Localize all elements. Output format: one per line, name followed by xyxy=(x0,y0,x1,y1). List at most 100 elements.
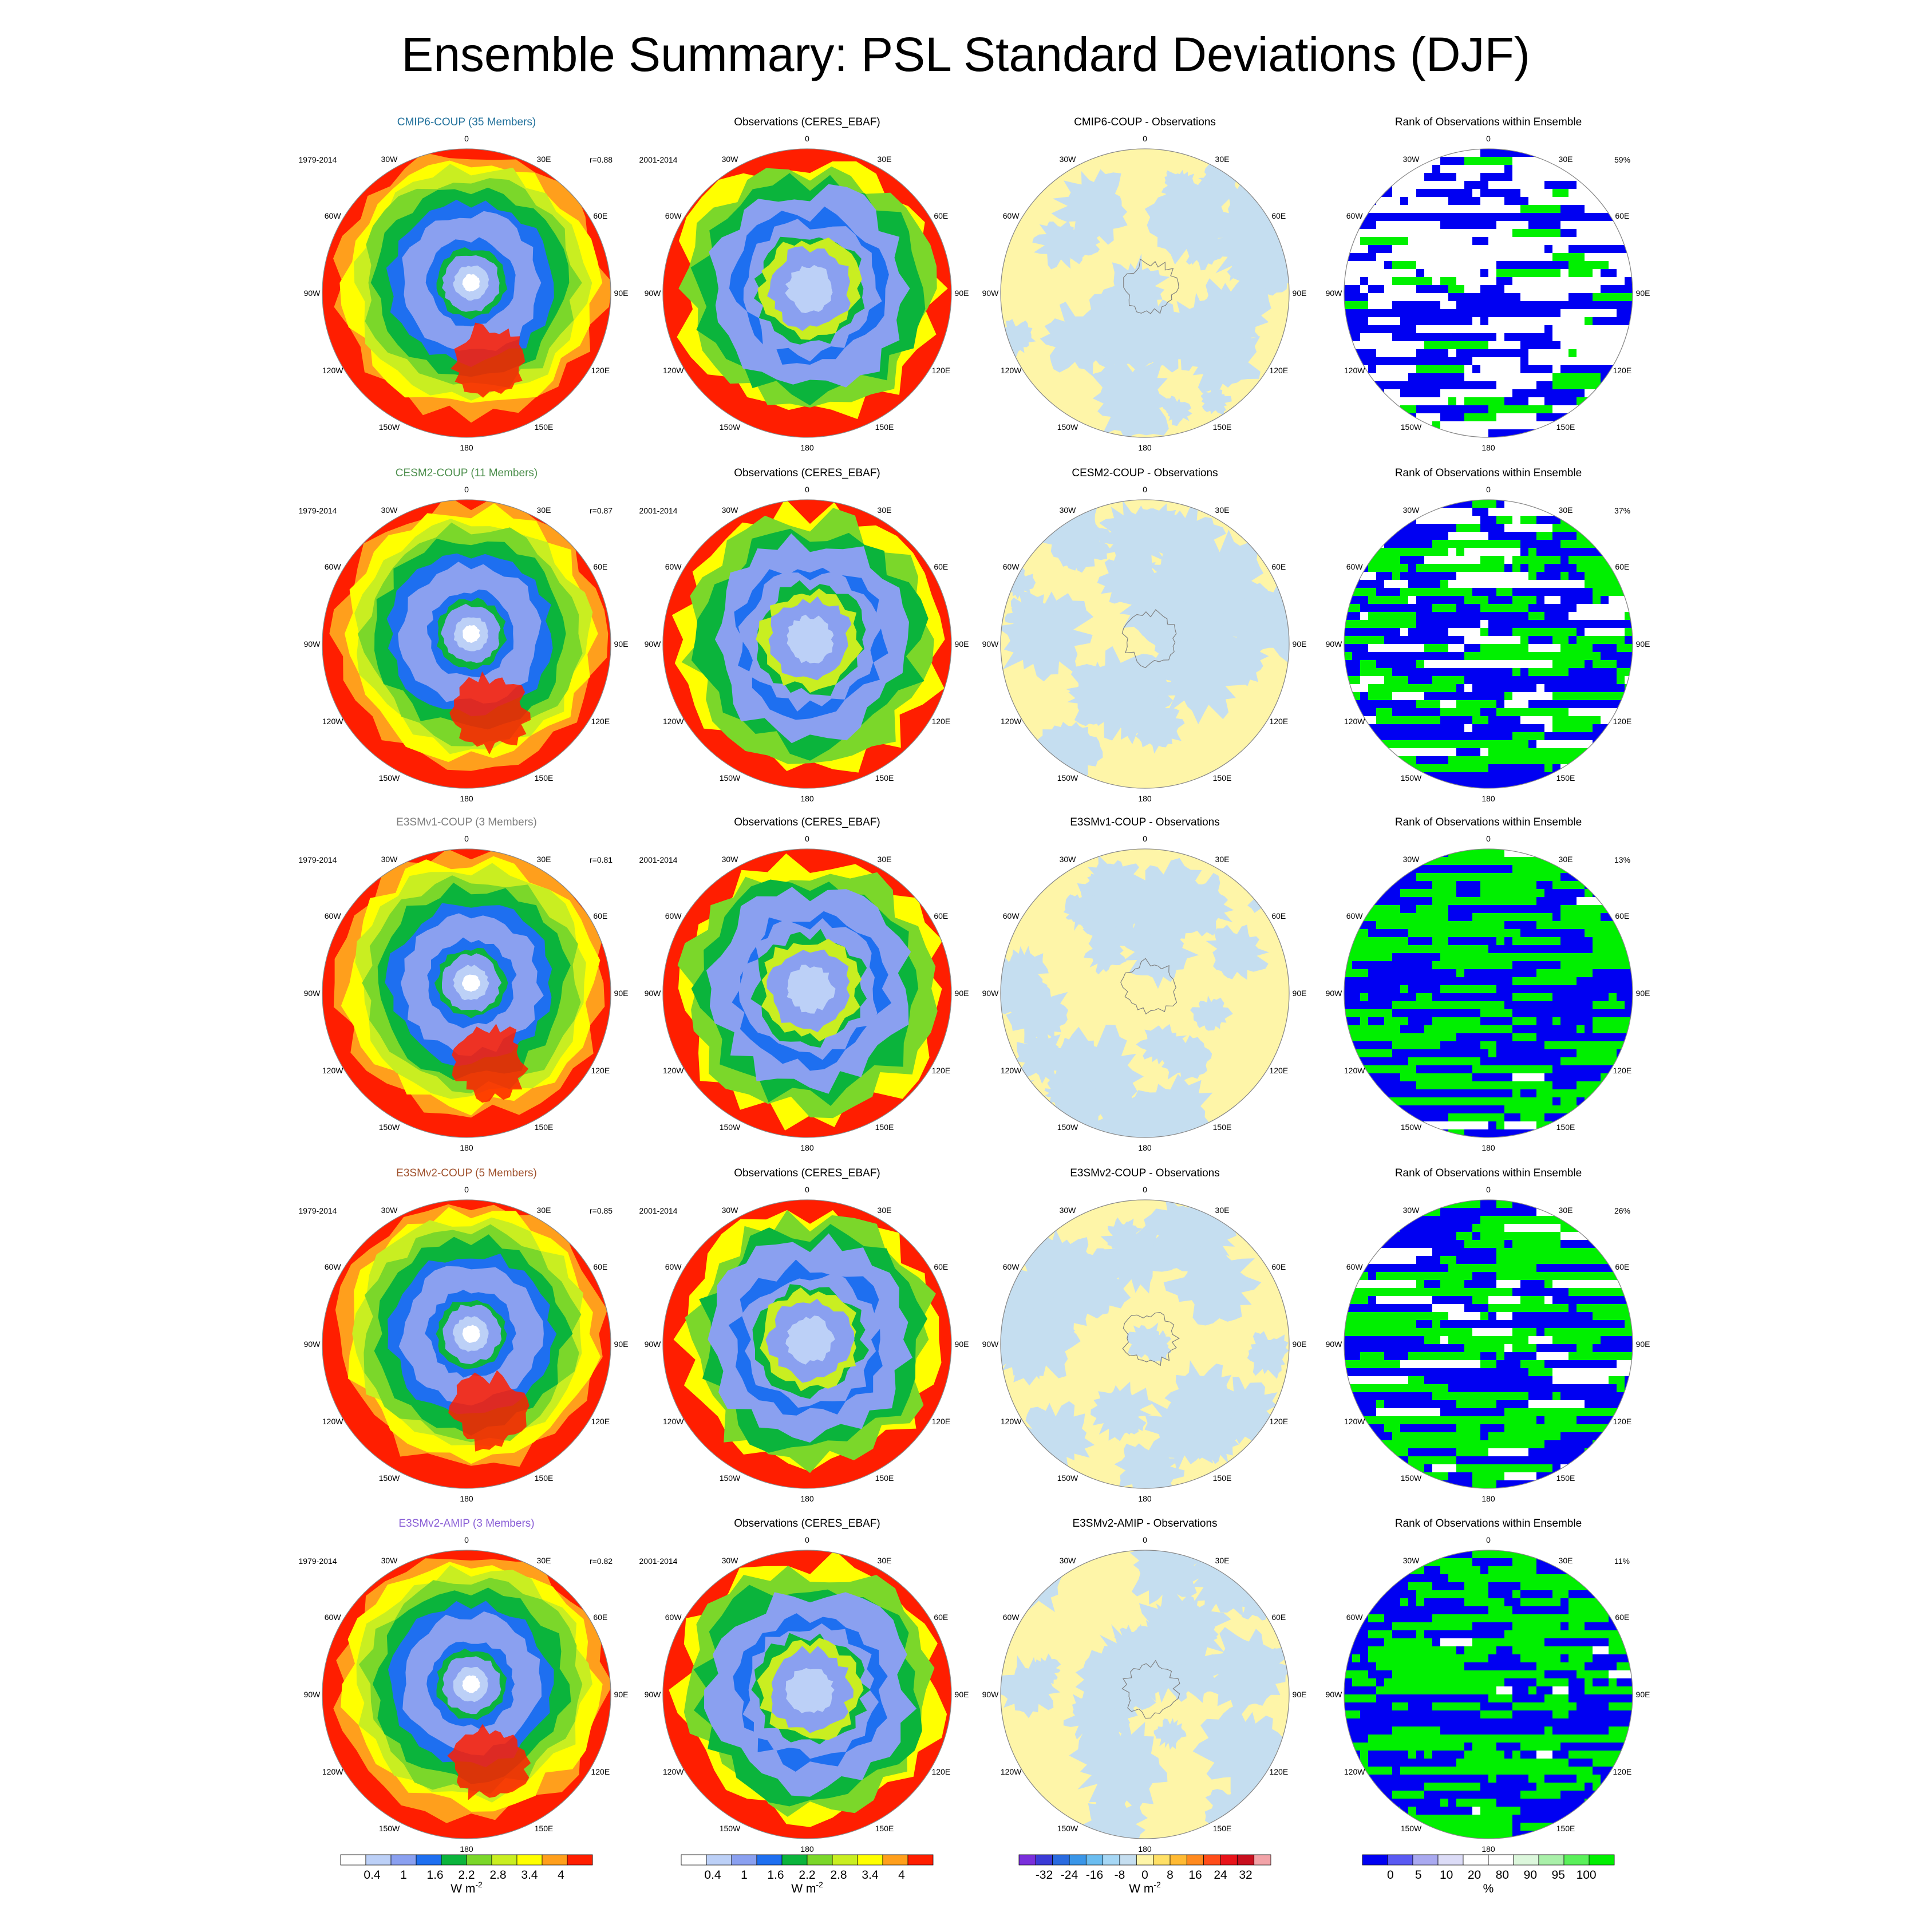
lon-label: 30W xyxy=(1403,1206,1420,1215)
lon-label: 120W xyxy=(663,1066,684,1075)
lon-label: 150W xyxy=(720,422,741,432)
lon-label: 150E xyxy=(535,1824,554,1833)
lon-label: 150E xyxy=(1213,1824,1232,1833)
map-border xyxy=(322,148,611,438)
lon-label: 120E xyxy=(591,366,610,375)
lon-label: 150W xyxy=(1401,1473,1422,1483)
lon-label: 90E xyxy=(1293,289,1307,298)
diff-panel: E3SMv2-COUP - Observations 0 30E 60E 90E 120E… xyxy=(982,1167,1307,1503)
map-border xyxy=(1000,1199,1290,1489)
lon-label: 120W xyxy=(322,1417,343,1426)
lon-label: 150E xyxy=(535,1473,554,1483)
lon-label: 120W xyxy=(322,1767,343,1776)
lon-label: 120E xyxy=(591,717,610,726)
lon-label: 120W xyxy=(322,1066,343,1075)
lon-label: 0 xyxy=(1486,134,1491,143)
rank-panel-title: Rank of Observations within Ensemble xyxy=(1395,116,1582,128)
lon-label: 150W xyxy=(720,773,741,783)
lon-label: 120W xyxy=(663,366,684,375)
period-label: 1979-2014 xyxy=(299,1556,337,1566)
diff-panel: E3SMv2-AMIP - Observations 0 30E 60E 90E 120E… xyxy=(982,1518,1307,1854)
colorbar-swatch xyxy=(1069,1854,1086,1866)
lon-label: 30E xyxy=(537,1206,551,1215)
colorbar-swatch xyxy=(416,1854,442,1866)
lon-label: 30W xyxy=(722,855,739,864)
rank-panel: Rank of Observations within Ensemble 26% 0… xyxy=(1326,1167,1650,1503)
lon-label: 180 xyxy=(460,443,473,452)
contour-map xyxy=(322,1200,611,1488)
contour-map xyxy=(322,500,611,788)
diff-panel: CESM2-COUP - Observations 0 30E 60E 90E 120E 1… xyxy=(982,467,1307,803)
lon-label: 60E xyxy=(1271,911,1286,920)
lon-label: 120W xyxy=(1344,1066,1365,1075)
model-panel: E3SMv2-AMIP (3 Members) 1979-2014 r=0.82 0 3… xyxy=(299,1518,629,1854)
lon-label: 90E xyxy=(614,1340,629,1349)
colorbar-tick-label: 3.4 xyxy=(862,1868,879,1882)
lon-label: 60E xyxy=(593,1262,607,1271)
lon-label: 30W xyxy=(1060,1206,1077,1215)
lon-label: 30W xyxy=(722,1206,739,1215)
lon-label: 150E xyxy=(1213,1123,1232,1132)
colorbar-tick-label: -24 xyxy=(1061,1868,1078,1882)
lon-label: 150W xyxy=(1057,1824,1078,1833)
map-border xyxy=(662,1199,952,1489)
lon-label: 90W xyxy=(1326,639,1343,649)
lon-label: 120E xyxy=(931,1066,950,1075)
colorbar-tick-label: -32 xyxy=(1036,1868,1053,1882)
colorbar-swatch xyxy=(1186,1854,1204,1866)
lon-label: 30E xyxy=(878,1206,892,1215)
lon-label: 120E xyxy=(1269,1767,1288,1776)
contour-map xyxy=(322,849,611,1137)
correlation-label: r=0.85 xyxy=(590,1206,613,1215)
lon-label: 90E xyxy=(1636,639,1650,649)
lon-label: 30E xyxy=(1559,1206,1573,1215)
colorbar-swatch xyxy=(1170,1854,1187,1866)
lon-label: 150W xyxy=(1057,422,1078,432)
obs-panel: Observations (CERES_EBAF) 2001-2014 0 30E 60… xyxy=(639,816,969,1152)
contour-map xyxy=(663,149,951,437)
lon-label: 60W xyxy=(1346,211,1364,220)
rank-colorbar: 0 5 10 20 80 90 95 100% xyxy=(1362,1854,1615,1895)
map-border xyxy=(1344,499,1633,789)
colorbar-swatch xyxy=(491,1854,517,1866)
lon-label: 90E xyxy=(1636,989,1650,998)
panel-row: CMIP6-COUP (35 Members) 1979-2014 r=0.88 0 3… xyxy=(299,116,1650,452)
lon-label: 120E xyxy=(1613,717,1631,726)
map-border xyxy=(662,848,952,1138)
lon-label: 90W xyxy=(645,639,662,649)
lon-label: 150E xyxy=(1213,422,1232,432)
colorbar-swatch xyxy=(681,1854,707,1866)
colorbar-tick-label: 2.8 xyxy=(830,1868,847,1882)
obs-panel: Observations (CERES_EBAF) 2001-2014 0 30E 60… xyxy=(639,1518,969,1854)
lon-label: 120E xyxy=(591,1767,610,1776)
lon-label: 90W xyxy=(1326,1690,1343,1699)
obs-panel-title: Observations (CERES_EBAF) xyxy=(734,1518,880,1530)
correlation-label: r=0.88 xyxy=(590,155,613,164)
lon-label: 120E xyxy=(1269,1066,1288,1075)
lon-label: 180 xyxy=(800,1494,814,1503)
lon-label: 30E xyxy=(878,1556,892,1565)
lon-label: 30W xyxy=(1060,855,1077,864)
colorbar-tick-label: 0.4 xyxy=(364,1868,381,1882)
lon-label: 60W xyxy=(1346,1613,1364,1622)
lon-label: 180 xyxy=(1481,443,1495,452)
lon-label: 90W xyxy=(645,289,662,298)
lon-label: 90E xyxy=(614,289,629,298)
lon-label: 60W xyxy=(1346,1262,1364,1271)
lon-label: 120E xyxy=(931,1767,950,1776)
lon-label: 120E xyxy=(931,366,950,375)
colorbar-swatch xyxy=(1463,1854,1489,1866)
colorbar-swatch xyxy=(1589,1854,1615,1866)
lon-label: 30W xyxy=(1403,155,1420,164)
lon-label: 30W xyxy=(722,505,739,515)
lon-label: 120E xyxy=(1269,366,1288,375)
colorbar-swatch xyxy=(756,1854,783,1866)
colorbar-swatch xyxy=(390,1854,417,1866)
colorbar-swatch xyxy=(1220,1854,1238,1866)
lon-label: 60W xyxy=(665,562,682,571)
rank-map xyxy=(1344,500,1633,788)
colorbar-swatch xyxy=(706,1854,732,1866)
lon-label: 90W xyxy=(645,989,662,998)
lon-label: 180 xyxy=(1481,794,1495,803)
colorbar-tick-label: 2.8 xyxy=(489,1868,506,1882)
